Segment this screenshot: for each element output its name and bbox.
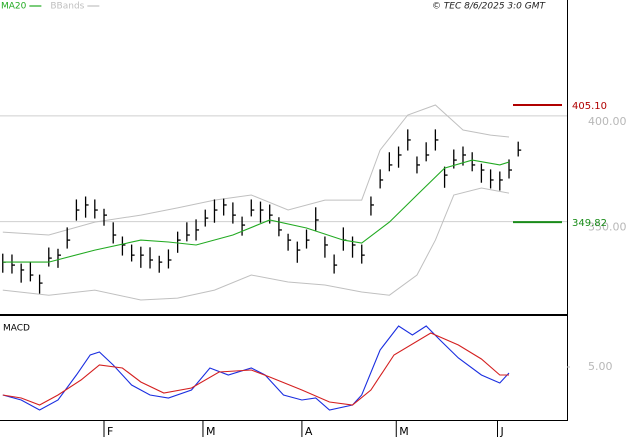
y-tick-label: 400.00 (588, 115, 627, 128)
y-tick-label: 5.00 (588, 360, 613, 373)
legend-label: MA20 (1, 2, 27, 12)
macd-title: MACD (3, 324, 30, 334)
x-tick-label: A (305, 425, 313, 438)
x-tick-label: M (399, 425, 409, 438)
x-tick-label: J (500, 425, 504, 438)
x-tick-label: M (206, 425, 216, 438)
ma-line (2, 159, 510, 263)
level-label: 349.82 (572, 218, 607, 229)
legend-label: BBands (50, 2, 84, 12)
macd-line (2, 332, 509, 406)
level-label: 405.10 (572, 101, 607, 112)
bband-upper (2, 104, 510, 236)
bband-lower (2, 187, 510, 301)
timestamp: © TEC 8/6/2025 3:0 GMT (432, 2, 547, 12)
y-tick-label: 350.00 (588, 221, 627, 234)
x-tick-label: F (107, 425, 113, 438)
